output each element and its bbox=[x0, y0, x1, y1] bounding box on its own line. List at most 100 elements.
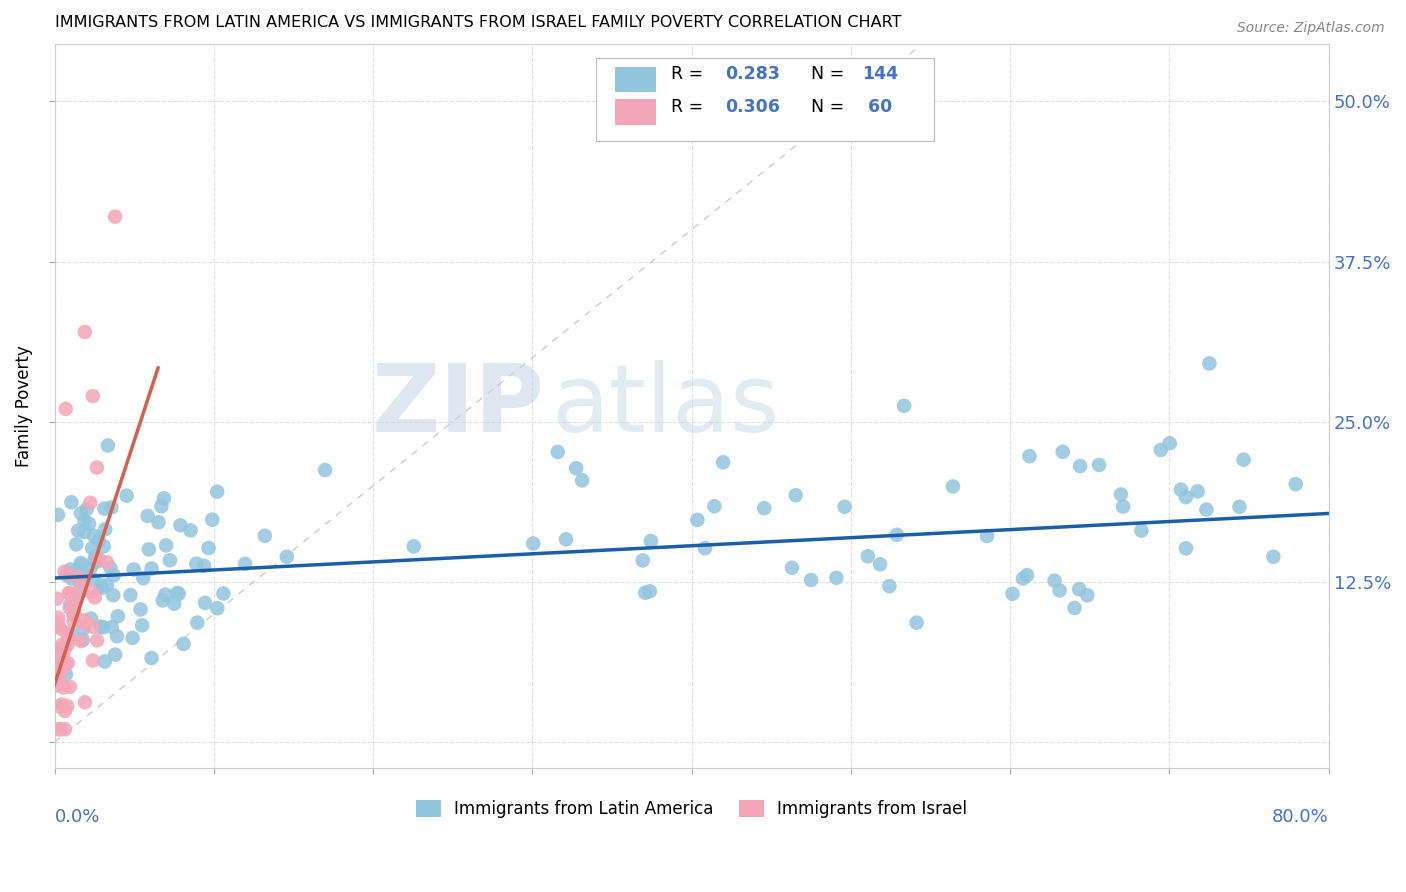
Point bbox=[120, 588, 142, 602]
Point bbox=[780, 561, 803, 575]
Point bbox=[45, 651, 67, 665]
Point bbox=[141, 561, 163, 575]
Text: 60: 60 bbox=[862, 97, 893, 116]
Point bbox=[138, 542, 160, 557]
Point bbox=[276, 549, 298, 564]
Point bbox=[1229, 500, 1251, 514]
Text: atlas: atlas bbox=[551, 359, 780, 451]
Point bbox=[167, 587, 190, 601]
Point bbox=[163, 597, 186, 611]
Point bbox=[402, 540, 425, 554]
Point bbox=[73, 695, 96, 709]
Point bbox=[197, 541, 219, 555]
Point bbox=[97, 438, 120, 452]
Point bbox=[107, 609, 129, 624]
Point bbox=[59, 562, 82, 576]
Point bbox=[62, 591, 84, 605]
Text: 0.306: 0.306 bbox=[724, 97, 780, 116]
Point bbox=[69, 570, 91, 584]
Point bbox=[1150, 442, 1173, 457]
Point bbox=[72, 622, 94, 636]
Point bbox=[76, 502, 98, 516]
Point bbox=[87, 533, 110, 548]
Point bbox=[631, 553, 654, 567]
Point bbox=[166, 586, 188, 600]
Point bbox=[52, 681, 75, 695]
Point bbox=[93, 539, 115, 553]
Point bbox=[83, 528, 105, 542]
Point bbox=[82, 654, 104, 668]
Point bbox=[1088, 458, 1111, 472]
Text: Source: ZipAtlas.com: Source: ZipAtlas.com bbox=[1237, 21, 1385, 35]
Point bbox=[94, 522, 117, 536]
Point bbox=[103, 568, 125, 582]
Point bbox=[1263, 549, 1285, 564]
Point bbox=[976, 529, 998, 543]
Point bbox=[207, 601, 229, 615]
Point bbox=[44, 668, 66, 682]
Point bbox=[121, 631, 143, 645]
Point bbox=[1232, 452, 1254, 467]
Point bbox=[62, 600, 84, 615]
Point bbox=[53, 565, 76, 579]
Point bbox=[155, 538, 177, 552]
Point bbox=[89, 619, 111, 633]
Point bbox=[52, 647, 75, 661]
Point bbox=[90, 578, 112, 592]
Point bbox=[879, 579, 901, 593]
FancyBboxPatch shape bbox=[596, 58, 934, 142]
Point bbox=[201, 513, 224, 527]
Text: R =: R = bbox=[671, 65, 703, 83]
Point bbox=[46, 673, 69, 687]
Point bbox=[48, 723, 70, 737]
Point bbox=[46, 508, 69, 522]
Point bbox=[752, 501, 775, 516]
Point bbox=[46, 618, 69, 632]
Point bbox=[65, 537, 87, 551]
Point bbox=[51, 638, 73, 652]
Point bbox=[79, 496, 101, 510]
Point bbox=[834, 500, 856, 514]
Point bbox=[1112, 500, 1135, 514]
Point bbox=[45, 642, 67, 657]
Point bbox=[83, 591, 105, 605]
Point bbox=[314, 463, 336, 477]
Point bbox=[1001, 587, 1024, 601]
Point bbox=[59, 598, 82, 612]
Point bbox=[886, 528, 908, 542]
Point bbox=[60, 495, 83, 509]
Point bbox=[55, 626, 77, 640]
Point bbox=[693, 541, 716, 556]
Point bbox=[53, 704, 76, 718]
Point bbox=[58, 587, 80, 601]
Point bbox=[80, 611, 103, 625]
Point bbox=[159, 553, 181, 567]
Point bbox=[73, 616, 96, 631]
Point bbox=[56, 637, 79, 651]
Point bbox=[233, 557, 256, 571]
Point bbox=[58, 567, 80, 582]
Point bbox=[905, 615, 928, 630]
Point bbox=[62, 614, 84, 628]
Point bbox=[55, 567, 77, 582]
Point bbox=[141, 651, 163, 665]
Point bbox=[1170, 483, 1192, 497]
Point bbox=[49, 653, 72, 667]
Point bbox=[1069, 458, 1091, 473]
Point bbox=[73, 524, 96, 539]
Point bbox=[186, 557, 208, 571]
Text: N =: N = bbox=[811, 97, 845, 116]
Point bbox=[1159, 436, 1181, 450]
Point bbox=[1069, 582, 1091, 597]
Point bbox=[253, 529, 276, 543]
Point bbox=[69, 574, 91, 588]
Point bbox=[825, 571, 848, 585]
Point bbox=[82, 541, 104, 555]
Point bbox=[856, 549, 879, 564]
Legend: Immigrants from Latin America, Immigrants from Israel: Immigrants from Latin America, Immigrant… bbox=[409, 793, 974, 824]
Point bbox=[49, 621, 72, 635]
Point bbox=[711, 455, 734, 469]
Point bbox=[86, 460, 108, 475]
Point bbox=[46, 615, 69, 629]
Point bbox=[686, 513, 709, 527]
